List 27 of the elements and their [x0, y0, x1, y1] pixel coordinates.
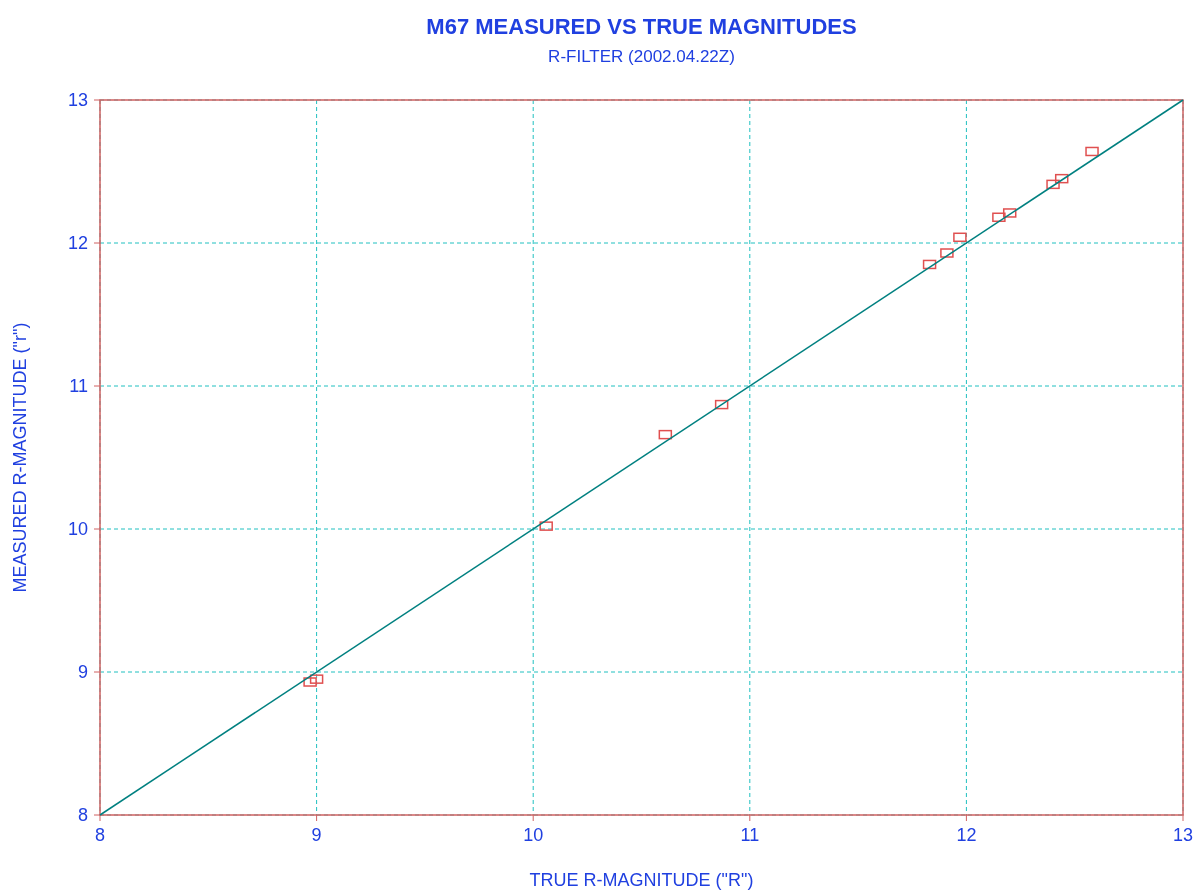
- x-tick-label: 13: [1172, 825, 1194, 845]
- x-tick-label: 12: [956, 825, 977, 845]
- chart-title: M67 MEASURED VS TRUE MAGNITUDES: [426, 14, 857, 39]
- y-tick-label: 13: [67, 90, 88, 110]
- chart-subtitle: R-FILTER (2002.04.22Z): [548, 47, 735, 66]
- point: [922, 259, 937, 270]
- point: [658, 429, 673, 440]
- x-tick-label: 10: [523, 825, 544, 845]
- y-tick-label: 12: [67, 233, 88, 253]
- y-tick-label: 11: [69, 376, 88, 396]
- point: [953, 232, 967, 243]
- x-tick-label: 11: [740, 825, 760, 845]
- point: [303, 677, 317, 687]
- x-tick-label: 8: [94, 825, 106, 845]
- point: [1085, 146, 1099, 157]
- point: [714, 399, 729, 410]
- y-tick-label: 10: [67, 519, 88, 539]
- point: [992, 212, 1006, 223]
- point: [1054, 173, 1069, 184]
- y-tick-label: 8: [77, 805, 88, 825]
- x-tick-label: 9: [311, 825, 322, 845]
- y-tick-label: 9: [77, 662, 88, 682]
- point: [940, 248, 954, 258]
- point: [539, 521, 553, 531]
- point: [1046, 179, 1060, 190]
- x-axis-title: TRUE R-MAGNITUDE ("R"): [529, 870, 754, 890]
- y-axis-title: MEASURED R-MAGNITUDE ("r"): [10, 322, 30, 593]
